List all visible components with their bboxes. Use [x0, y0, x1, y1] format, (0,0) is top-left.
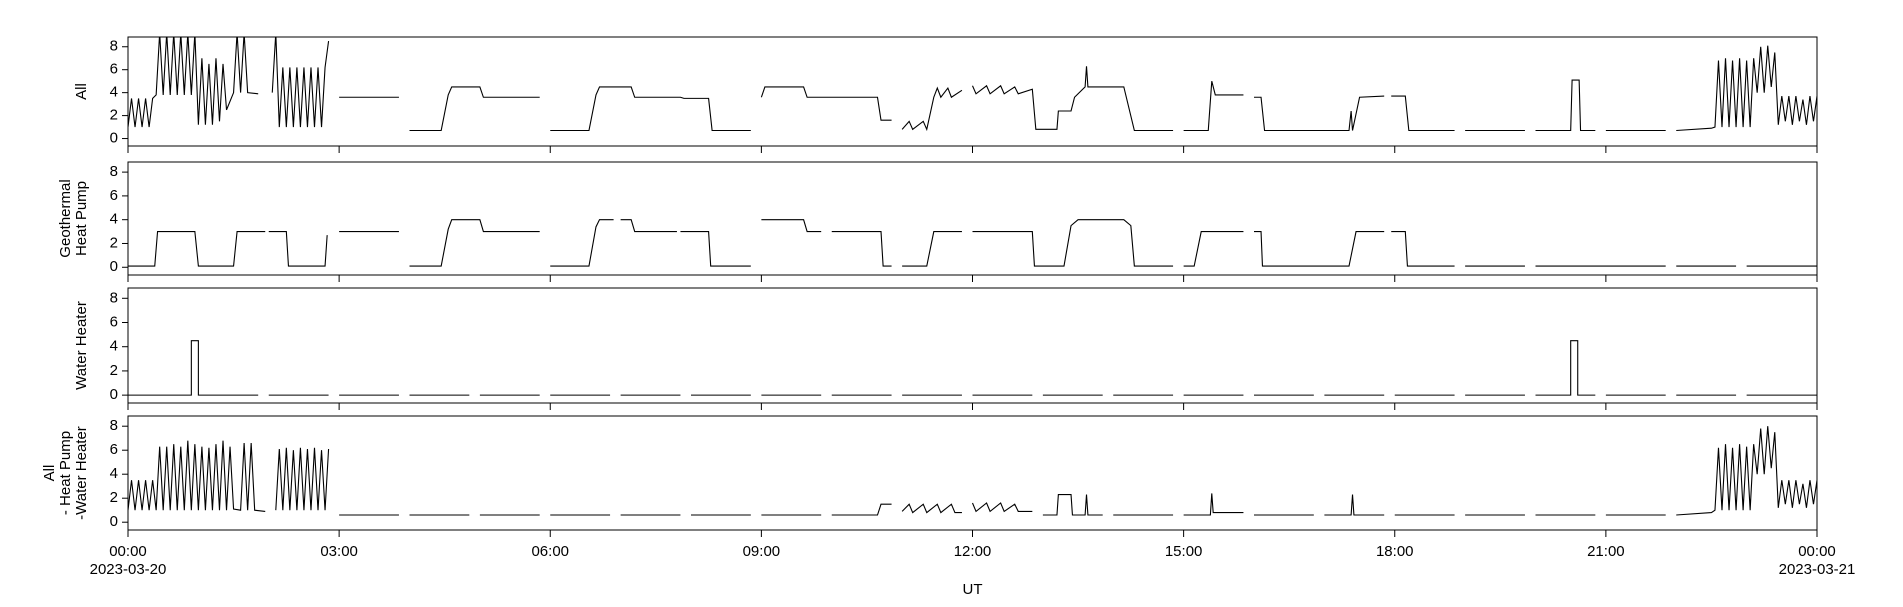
x-tick-label: 06:00 — [531, 543, 569, 560]
y-axis-label: All — [41, 465, 58, 482]
y-tick-label: 4 — [110, 338, 118, 355]
y-tick-label: 2 — [110, 489, 118, 506]
x-axis-label: UT — [963, 581, 983, 598]
y-tick-label: 8 — [110, 417, 118, 434]
y-axis-label: - Heat Pump — [57, 431, 74, 515]
y-tick-label: 6 — [110, 61, 118, 78]
x-tick-label: 09:00 — [743, 543, 781, 560]
y-tick-label: 4 — [110, 465, 118, 482]
y-axis-label: -Water Heater — [73, 426, 90, 520]
panel-frame — [127, 415, 1818, 531]
y-tick-label: 8 — [110, 289, 118, 306]
y-tick-label: 0 — [110, 130, 118, 147]
y-axis-label: All — [73, 83, 90, 100]
y-axis-label: Heat Pump — [73, 181, 90, 256]
x-tick-label: 12:00 — [954, 543, 992, 560]
y-tick-label: 2 — [110, 234, 118, 251]
y-tick-label: 6 — [110, 313, 118, 330]
y-tick-label: 4 — [110, 84, 118, 101]
x-tick-label: 03:00 — [320, 543, 358, 560]
y-tick-label: 2 — [110, 362, 118, 379]
y-tick-label: 8 — [110, 38, 118, 55]
data-line — [128, 37, 1817, 132]
y-tick-label: 6 — [110, 441, 118, 458]
y-axis-label: Geothermal — [57, 179, 74, 257]
panel-frame — [127, 36, 1818, 147]
panel-frame — [127, 287, 1818, 404]
x-tick-label: 21:00 — [1587, 543, 1625, 560]
y-tick-label: 0 — [110, 386, 118, 403]
x-tick-label: 00:00 — [1798, 543, 1836, 560]
y-axis-label: Water Heater — [73, 301, 90, 390]
panel-frame — [127, 161, 1818, 276]
x-tick-label: 15:00 — [1165, 543, 1203, 560]
data-line — [128, 219, 1817, 267]
data-line — [128, 426, 1817, 516]
x-tick-label: 18:00 — [1376, 543, 1414, 560]
date-label: 2023-03-20 — [90, 561, 167, 578]
y-tick-label: 0 — [110, 258, 118, 275]
data-line — [128, 340, 1817, 396]
y-tick-label: 8 — [110, 163, 118, 180]
date-label: 2023-03-21 — [1779, 561, 1856, 578]
y-tick-label: 2 — [110, 107, 118, 124]
y-tick-label: 4 — [110, 211, 118, 228]
y-tick-label: 6 — [110, 187, 118, 204]
x-tick-label: 00:00 — [109, 543, 147, 560]
y-tick-label: 0 — [110, 513, 118, 530]
